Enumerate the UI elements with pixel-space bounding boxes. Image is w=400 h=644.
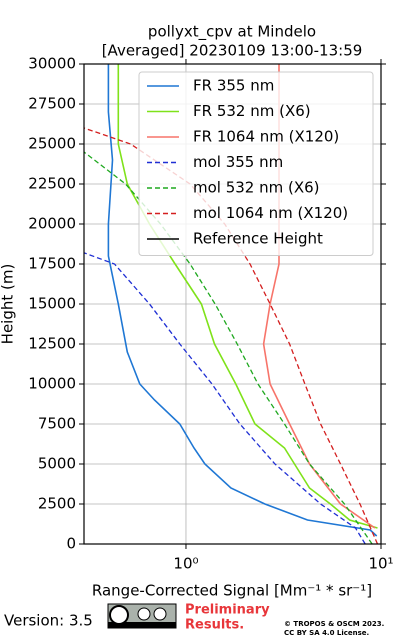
status-line1: Preliminary (185, 603, 270, 618)
y-tick-label: 25000 (28, 135, 76, 153)
legend-label: Reference Height (193, 230, 323, 248)
y-tick-label: 5000 (38, 455, 76, 473)
y-tick-label: 22500 (28, 175, 76, 193)
legend-label: FR 1064 nm (X120) (193, 128, 339, 146)
legend-label: FR 532 nm (X6) (193, 102, 311, 120)
copyright: © TROPOS & OSCM 2023. (284, 620, 384, 628)
y-axis-label: Height (m) (0, 264, 17, 345)
chart-subtitle: [Averaged] 20230109 13:00-13:59 (102, 42, 363, 60)
y-tick-label: 7500 (38, 415, 76, 433)
version: Version: 3.5 (4, 612, 93, 630)
y-tick-label: 30000 (28, 55, 76, 73)
y-tick-label: 15000 (28, 295, 76, 313)
status-line2: Results. (185, 618, 244, 633)
y-tick-label: 20000 (28, 215, 76, 233)
x-tick-label: 10¹ (368, 555, 393, 573)
chart-title: pollyxt_cpv at Mindelo (148, 23, 316, 42)
y-tick-label: 17500 (28, 255, 76, 273)
plot-frame (83, 63, 382, 545)
cc-logo (107, 603, 177, 629)
y-tick-label: 27500 (28, 95, 76, 113)
y-tick-label: 12500 (28, 335, 76, 353)
legend-label: mol 532 nm (X6) (193, 179, 320, 197)
profile-line (107, 64, 378, 537)
legend-label: mol 355 nm (193, 153, 283, 171)
y-tick-label: 0 (66, 535, 76, 553)
profile-line (117, 64, 378, 529)
y-tick-label: 2500 (38, 495, 76, 513)
legend-label: mol 1064 nm (X120) (193, 204, 348, 222)
legend-label: FR 355 nm (193, 77, 274, 95)
y-tick-label: 10000 (28, 375, 76, 393)
profile-line (84, 252, 366, 544)
x-tick-label: 10⁰ (173, 555, 198, 573)
legend-box (138, 71, 374, 256)
license: CC BY SA 4.0 License. (284, 629, 369, 637)
x-axis-label: Range-Corrected Signal [Mm⁻¹ * sr⁻¹] (92, 582, 372, 600)
